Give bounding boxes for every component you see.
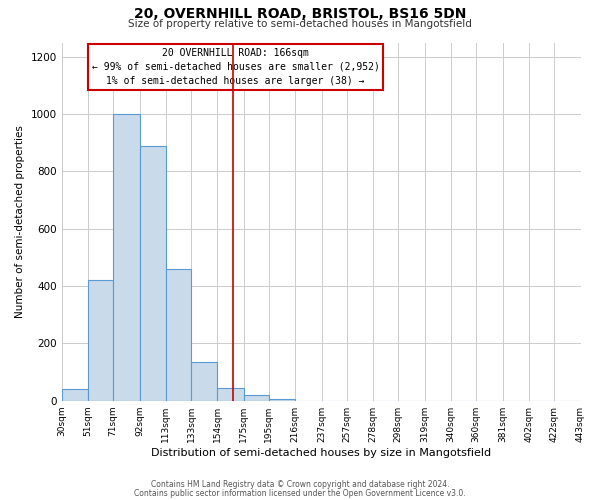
Bar	[88, 280, 113, 400]
Bar	[191, 362, 217, 401]
Bar	[166, 269, 191, 400]
Text: 20, OVERNHILL ROAD, BRISTOL, BS16 5DN: 20, OVERNHILL ROAD, BRISTOL, BS16 5DN	[134, 8, 466, 22]
Y-axis label: Number of semi-detached properties: Number of semi-detached properties	[15, 125, 25, 318]
Text: 20 OVERNHILL ROAD: 166sqm
← 99% of semi-detached houses are smaller (2,952)
1% o: 20 OVERNHILL ROAD: 166sqm ← 99% of semi-…	[92, 48, 379, 86]
Text: Contains HM Land Registry data © Crown copyright and database right 2024.: Contains HM Land Registry data © Crown c…	[151, 480, 449, 489]
Text: Size of property relative to semi-detached houses in Mangotsfield: Size of property relative to semi-detach…	[128, 19, 472, 29]
Text: Contains public sector information licensed under the Open Government Licence v3: Contains public sector information licen…	[134, 488, 466, 498]
Bar	[244, 395, 269, 400]
Bar	[217, 388, 244, 400]
X-axis label: Distribution of semi-detached houses by size in Mangotsfield: Distribution of semi-detached houses by …	[151, 448, 491, 458]
Bar	[62, 389, 88, 400]
Bar	[113, 114, 140, 401]
Bar	[140, 146, 166, 400]
